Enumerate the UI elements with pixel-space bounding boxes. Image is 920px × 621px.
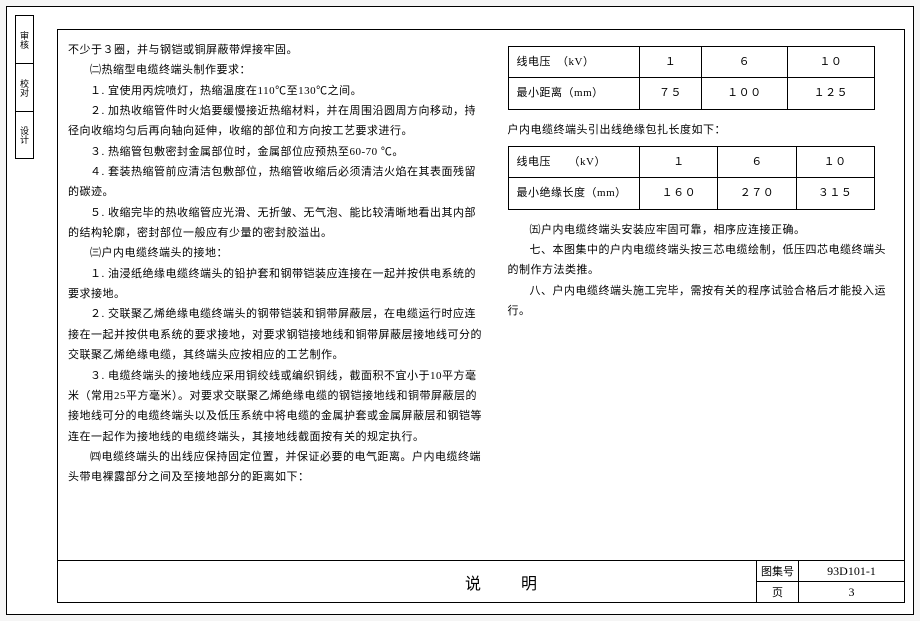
para: １. 宜使用丙烷喷灯，热缩温度在110℃至130℃之间。 bbox=[68, 81, 486, 101]
para: 户内电缆终端头引出线绝缘包扎长度如下： bbox=[508, 120, 894, 140]
table-row: 最小距离（mm） ７５ １００ １２５ bbox=[508, 78, 874, 109]
side-tab-1: 审核 bbox=[15, 15, 34, 63]
para: 八、户内电缆终端头施工完毕，需按有关的程序试验合格后才能投入运行。 bbox=[508, 281, 894, 322]
left-column: 不少于３圈，并与钢铠或铜屏蔽带焊接牢固。 ㈡热缩型电缆终端头制作要求： １. 宜… bbox=[68, 40, 498, 556]
para: ㈡热缩型电缆终端头制作要求： bbox=[68, 60, 486, 80]
set-number: 93D101-1 bbox=[799, 561, 904, 581]
cell: １０ bbox=[796, 147, 874, 178]
page-row: 页 3 bbox=[757, 582, 904, 602]
set-label: 图集号 bbox=[757, 561, 799, 581]
title-block: 说 明 图集号 93D101-1 页 3 bbox=[58, 560, 904, 602]
page-number: 3 bbox=[799, 582, 904, 602]
side-tabs: 审核 校对 设计 bbox=[15, 15, 43, 159]
cell: ７５ bbox=[640, 78, 701, 109]
table-row: 线电压 （kV） １ ６ １０ bbox=[508, 147, 874, 178]
para: 七、本图集中的户内电缆终端头按三芯电缆绘制，低压四芯电缆终端头的制作方法类推。 bbox=[508, 240, 894, 281]
cell: １ bbox=[640, 147, 718, 178]
para: 不少于３圈，并与钢铠或铜屏蔽带焊接牢固。 bbox=[68, 40, 486, 60]
cell: 线电压 （kV） bbox=[508, 147, 640, 178]
cell: １０ bbox=[788, 47, 875, 78]
para: ４. 套装热缩管前应清洁包敷部位，热缩管收缩后必须清洁火焰在其表面残留的碳迹。 bbox=[68, 162, 486, 203]
para: ２. 交联聚乙烯绝缘电缆终端头的钢带铠装和铜带屏蔽层，在电缆运行时应连接在一起并… bbox=[68, 304, 486, 365]
table-clearance: 线电压 （kV） １ ６ １０ 最小距离（mm） ７５ １００ １２５ bbox=[508, 46, 875, 110]
para: ５. 收缩完毕的热收缩管应光滑、无折皱、无气泡、能比较清晰地看出其内部的结构轮廓… bbox=[68, 203, 486, 244]
page-scan: 审核 校对 设计 不少于３圈，并与钢铠或铜屏蔽带焊接牢固。 ㈡热缩型电缆终端头制… bbox=[6, 6, 914, 615]
content-area: 不少于３圈，并与钢铠或铜屏蔽带焊接牢固。 ㈡热缩型电缆终端头制作要求： １. 宜… bbox=[68, 40, 894, 556]
page-label: 页 bbox=[757, 582, 799, 602]
table-row: 线电压 （kV） １ ６ １０ bbox=[508, 47, 874, 78]
para: ㈣电缆终端头的出线应保持固定位置，并保证必要的电气距离。户内电缆终端头带电裸露部… bbox=[68, 447, 486, 488]
cell: ６ bbox=[718, 147, 796, 178]
table-insulation: 线电压 （kV） １ ６ １０ 最小绝缘长度（mm） １６０ ２７０ ３１５ bbox=[508, 146, 875, 210]
cell: １２５ bbox=[788, 78, 875, 109]
para: ㈤户内电缆终端头安装应牢固可靠，相序应连接正确。 bbox=[508, 220, 894, 240]
drawing-frame: 不少于３圈，并与钢铠或铜屏蔽带焊接牢固。 ㈡热缩型电缆终端头制作要求： １. 宜… bbox=[57, 29, 905, 603]
title-info: 图集号 93D101-1 页 3 bbox=[756, 561, 904, 602]
cell: １ bbox=[640, 47, 701, 78]
para: ３. 电缆终端头的接地线应采用铜绞线或编织铜线，截面积不宜小于10平方毫米（常用… bbox=[68, 366, 486, 447]
cell: 最小距离（mm） bbox=[508, 78, 640, 109]
cell: ６ bbox=[701, 47, 788, 78]
side-tab-2: 校对 bbox=[15, 63, 34, 111]
para: ㈢户内电缆终端头的接地： bbox=[68, 243, 486, 263]
para: ２. 加热收缩管件时火焰要缓慢接近热缩材料，并在周围沿圆周方向移动，持径向收缩均… bbox=[68, 101, 486, 142]
drawing-title: 说 明 bbox=[58, 561, 756, 602]
para: １. 油浸纸绝缘电缆终端头的铅护套和钢带铠装应连接在一起并按供电系统的要求接地。 bbox=[68, 264, 486, 305]
cell: １００ bbox=[701, 78, 788, 109]
table-row: 最小绝缘长度（mm） １６０ ２７０ ３１５ bbox=[508, 178, 874, 209]
side-tab-3: 设计 bbox=[15, 111, 34, 159]
cell: ３１５ bbox=[796, 178, 874, 209]
right-column: 线电压 （kV） １ ６ １０ 最小距离（mm） ７５ １００ １２５ 户内电缆… bbox=[498, 40, 894, 556]
para: ３. 热缩管包敷密封金属部位时，金属部位应预热至60-70 ℃。 bbox=[68, 142, 486, 162]
cell: 最小绝缘长度（mm） bbox=[508, 178, 640, 209]
cell: 线电压 （kV） bbox=[508, 47, 640, 78]
cell: ２７０ bbox=[718, 178, 796, 209]
set-row: 图集号 93D101-1 bbox=[757, 561, 904, 582]
cell: １６０ bbox=[640, 178, 718, 209]
